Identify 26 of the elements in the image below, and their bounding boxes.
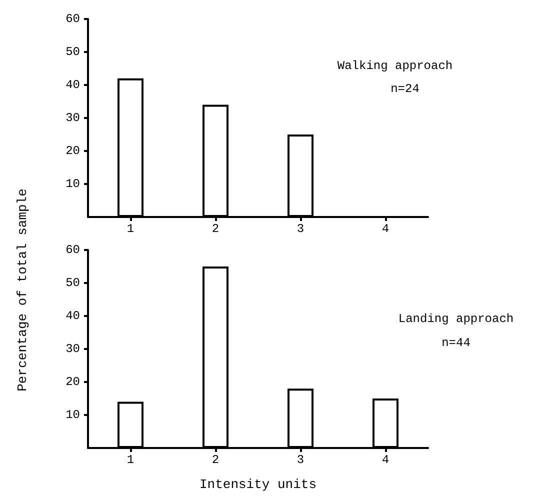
- x-tick-label: 4: [382, 222, 390, 236]
- y-tick-label: 10: [66, 177, 80, 191]
- y-tick-label: 40: [66, 78, 80, 92]
- y-tick-label: 30: [66, 111, 80, 125]
- y-tick-label: 30: [66, 342, 80, 356]
- x-tick-label: 2: [212, 222, 220, 236]
- x-tick-label: 3: [296, 222, 304, 236]
- y-tick-label: 50: [66, 45, 80, 59]
- text: n=44: [442, 336, 470, 350]
- x-tick-label: 2: [212, 453, 220, 467]
- x-tick-label: 4: [382, 453, 390, 467]
- y-tick-label: 50: [66, 276, 80, 290]
- annotation: Walking approach: [337, 59, 453, 73]
- x-tick-label: 1: [126, 453, 134, 467]
- x-tick-label: 1: [126, 222, 134, 236]
- y-tick-label: 60: [66, 12, 80, 26]
- x-axis-title: Intensity units: [199, 477, 317, 492]
- y-axis-title: Percentage of total sample: [14, 188, 30, 392]
- y-tick-label: 20: [66, 144, 80, 158]
- y-tick-label: 60: [66, 243, 80, 257]
- y-tick-label: 20: [66, 375, 80, 389]
- annotation: Landing approach: [398, 312, 514, 326]
- x-tick-label: 3: [296, 453, 304, 467]
- y-tick-label: 40: [66, 309, 80, 323]
- y-tick-label: 10: [66, 408, 80, 422]
- annotation: n=24: [390, 82, 420, 96]
